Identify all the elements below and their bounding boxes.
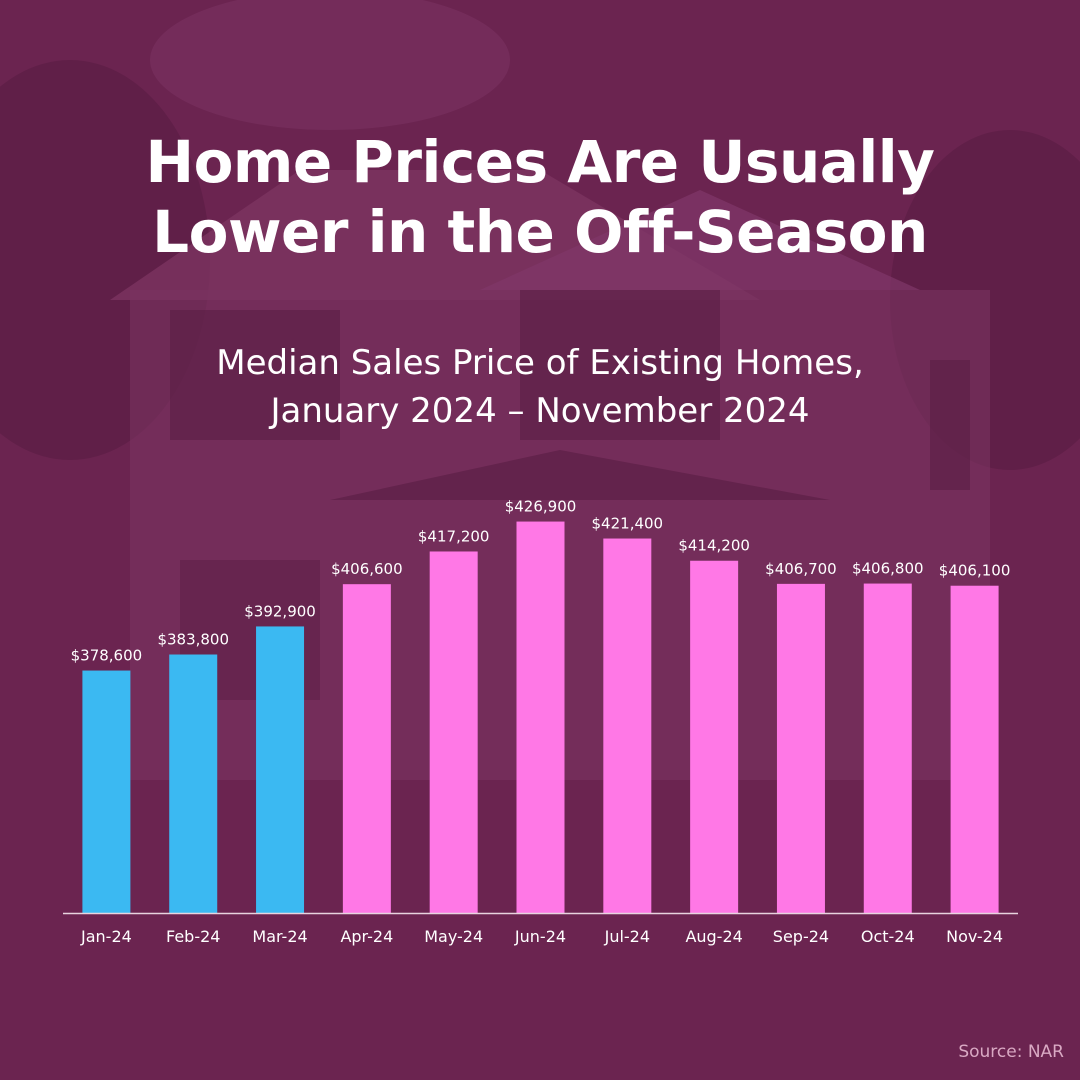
- value-label-jan-24: $378,600: [71, 647, 143, 665]
- x-tick-label-may-24: May-24: [424, 927, 483, 946]
- value-label-may-24: $417,200: [418, 527, 490, 545]
- chart-title: Home Prices Are Usually Lower in the Off…: [0, 128, 1080, 267]
- x-tick-label-jan-24: Jan-24: [80, 927, 132, 946]
- chart-subtitle-line1: Median Sales Price of Existing Homes,: [216, 343, 864, 383]
- x-tick-label-apr-24: Apr-24: [340, 927, 393, 946]
- value-label-jun-24: $426,900: [505, 498, 577, 516]
- bar-apr-24: [342, 584, 391, 913]
- bar-jul-24: [603, 538, 652, 913]
- x-tick-label-sep-24: Sep-24: [773, 927, 829, 946]
- chart-title-line1: Home Prices Are Usually: [145, 128, 935, 196]
- x-tick-label-jun-24: Jun-24: [514, 927, 566, 946]
- bar-nov-24: [950, 585, 999, 913]
- x-tick-label-feb-24: Feb-24: [166, 927, 220, 946]
- bar-feb-24: [169, 654, 218, 913]
- x-tick-label-oct-24: Oct-24: [861, 927, 915, 946]
- bars-group: [82, 521, 999, 913]
- value-label-mar-24: $392,900: [244, 602, 316, 620]
- x-tick-label-aug-24: Aug-24: [685, 927, 742, 946]
- x-axis-labels-group: Jan-24 Feb-24 Mar-24 Apr-24 May-24 Jun-24 Jul-…: [80, 927, 1003, 946]
- chart-title-line2: Lower in the Off-Season: [152, 197, 928, 266]
- x-tick-label-mar-24: Mar-24: [252, 927, 307, 946]
- chart-subtitle-line2: January 2024 – November 2024: [270, 390, 810, 431]
- bar-aug-24: [690, 560, 739, 913]
- chart-subtitle: Median Sales Price of Existing Homes, Ja…: [0, 340, 1080, 435]
- bar-sep-24: [776, 583, 825, 913]
- bar-jun-24: [516, 521, 565, 913]
- value-labels-group: $378,600 $383,800 $392,900 $406,600 $417,200…: [71, 498, 1011, 665]
- value-label-apr-24: $406,600: [331, 560, 403, 578]
- bar-may-24: [429, 551, 478, 913]
- value-label-sep-24: $406,700: [765, 560, 837, 578]
- value-label-feb-24: $383,800: [157, 631, 229, 649]
- bar-jan-24: [82, 670, 131, 913]
- value-label-jul-24: $421,400: [592, 515, 664, 533]
- x-tick-label-jul-24: Jul-24: [604, 927, 650, 946]
- value-label-aug-24: $414,200: [678, 537, 750, 555]
- bar-mar-24: [256, 626, 305, 913]
- value-label-oct-24: $406,800: [852, 560, 924, 578]
- x-tick-label-nov-24: Nov-24: [946, 927, 1003, 946]
- source-note: Source: NAR: [958, 1042, 1064, 1062]
- bar-oct-24: [863, 583, 912, 913]
- value-label-nov-24: $406,100: [939, 562, 1011, 580]
